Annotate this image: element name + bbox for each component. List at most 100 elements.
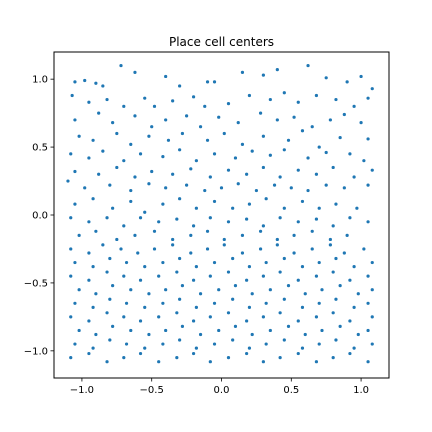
scatter-point: [147, 292, 151, 296]
scatter-point: [212, 301, 217, 305]
scatter-point: [87, 278, 91, 282]
scatter-point: [278, 270, 282, 274]
scatter-point: [334, 256, 338, 261]
scatter-point: [338, 284, 342, 288]
scatter-point: [310, 247, 314, 251]
scatter-point: [105, 97, 109, 102]
scatter-point: [171, 237, 175, 242]
scatter-point: [296, 319, 300, 323]
scatter-point: [303, 332, 307, 337]
scatter-point: [212, 152, 217, 156]
scatter-point: [136, 251, 140, 255]
scatter-point: [296, 168, 300, 172]
scatter-point: [366, 274, 370, 278]
scatter-point: [370, 342, 374, 346]
scatter-point: [83, 78, 87, 83]
scatter-point: [191, 351, 196, 356]
scatter-point: [331, 165, 335, 170]
scatter-point: [310, 125, 314, 129]
scatter-point: [175, 217, 179, 221]
scatter-point: [366, 360, 370, 364]
scatter-point: [208, 315, 212, 319]
scatter-point: [178, 197, 182, 201]
scatter-point: [122, 315, 126, 319]
scatter-point: [138, 351, 143, 356]
scatter-point: [240, 70, 245, 74]
scatter-point: [240, 142, 245, 146]
scatter-point: [226, 220, 231, 224]
scatter-point: [233, 284, 238, 288]
scatter-point: [362, 247, 366, 251]
scatter-point: [286, 138, 291, 142]
scatter-point: [111, 121, 115, 125]
scatter-point: [129, 142, 133, 146]
scatter-point: [178, 297, 182, 301]
scatter-point: [275, 243, 279, 247]
scatter-point: [208, 360, 212, 364]
scatter-point: [348, 351, 352, 356]
scatter-point: [275, 237, 279, 242]
scatter-point: [124, 301, 129, 305]
scatter-point: [268, 153, 272, 157]
scatter-point: [278, 356, 282, 360]
scatter-point: [366, 183, 370, 187]
scatter-point: [233, 156, 238, 160]
scatter-point: [268, 328, 272, 333]
scatter-point: [300, 199, 305, 204]
scatter-point: [342, 186, 346, 190]
scatter-point: [212, 199, 217, 204]
scatter-point: [331, 311, 335, 315]
scatter-point: [119, 63, 123, 68]
scatter-point: [278, 216, 282, 220]
scatter-point: [129, 199, 133, 204]
scatter-point: [366, 328, 370, 333]
scatter-point: [282, 91, 286, 95]
scatter-point: [296, 220, 300, 224]
scatter-point: [164, 288, 168, 292]
scatter-point: [264, 197, 268, 201]
scatter-point: [69, 274, 73, 278]
scatter-point: [245, 172, 249, 176]
scatter-point: [203, 188, 207, 193]
scatter-point: [236, 121, 240, 125]
y-tick-label: 0.0: [32, 211, 48, 222]
scatter-point: [352, 265, 356, 269]
scatter-point: [334, 297, 338, 301]
scatter-point: [133, 175, 137, 179]
scatter-point: [258, 111, 263, 115]
scatter-point: [138, 278, 143, 282]
scatter-point: [334, 202, 338, 206]
scatter-point: [317, 342, 321, 346]
scatter-point: [314, 274, 319, 278]
scatter-point: [362, 159, 366, 163]
scatter-point: [261, 360, 265, 364]
scatter-point: [348, 319, 352, 323]
scatter-point: [152, 247, 157, 251]
scatter-point: [222, 237, 226, 242]
scatter-point: [282, 297, 286, 301]
scatter-point: [212, 260, 217, 265]
scatter-point: [175, 270, 179, 274]
scatter-point: [289, 186, 293, 190]
scatter-point: [314, 360, 319, 364]
scatter-point: [122, 159, 126, 163]
scatter-point: [129, 288, 133, 292]
scatter-point: [180, 131, 185, 136]
scatter-point: [264, 260, 268, 265]
scatter-point: [138, 216, 143, 220]
scatter-point: [226, 270, 231, 274]
scatter-point: [247, 265, 252, 269]
scatter-point: [370, 315, 374, 319]
scatter-point: [129, 188, 133, 193]
scatter-point: [171, 243, 175, 247]
scatter-point: [189, 233, 193, 237]
scatter-point: [208, 175, 212, 179]
scatter-point: [178, 338, 182, 342]
y-tick-label: −0.5: [24, 278, 48, 289]
scatter-point: [171, 172, 175, 176]
scatter-point: [314, 315, 319, 319]
scatter-point: [226, 356, 231, 360]
scatter-point: [122, 274, 126, 278]
scatter-point: [138, 152, 143, 156]
scatter-point: [73, 202, 77, 206]
